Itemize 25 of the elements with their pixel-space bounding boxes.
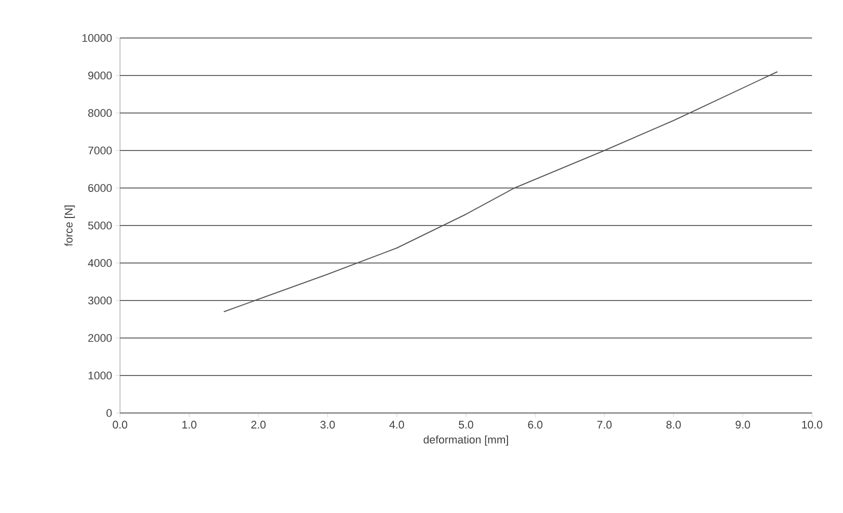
y-tick-label: 9000 [88, 72, 112, 80]
x-tick-label: 10.0 [802, 420, 822, 429]
x-tick-label: 4.0 [389, 420, 404, 429]
x-tick-label: 2.0 [251, 420, 266, 429]
x-tick-label: 1.0 [182, 420, 196, 429]
y-tick-label: 4000 [88, 259, 112, 267]
y-tick-label: 0 [106, 409, 112, 417]
y-tick-label: 10000 [82, 34, 112, 42]
x-tick-label: 3.0 [320, 420, 335, 429]
y-tick-label: 6000 [88, 184, 112, 192]
x-tick-label: 6.0 [528, 420, 542, 429]
x-tick-label: 8.0 [666, 420, 681, 429]
x-tick-label: 5.0 [458, 420, 474, 429]
line-series [223, 71, 778, 312]
x-tick-label: 0.0 [112, 420, 128, 429]
x-axis-title: deformation [mm] [424, 435, 508, 446]
y-tick-label: 1000 [88, 372, 112, 380]
y-tick-label: 3000 [88, 296, 112, 304]
y-tick-label: 2000 [88, 334, 112, 342]
y-tick-label: 7000 [88, 146, 112, 154]
x-tick-label: 7.0 [597, 420, 612, 429]
y-axis-title: force [N] [64, 206, 75, 246]
y-tick-label: 8000 [88, 109, 112, 117]
y-tick-label: 5000 [88, 222, 112, 230]
x-tick-label: 9.0 [736, 420, 750, 429]
